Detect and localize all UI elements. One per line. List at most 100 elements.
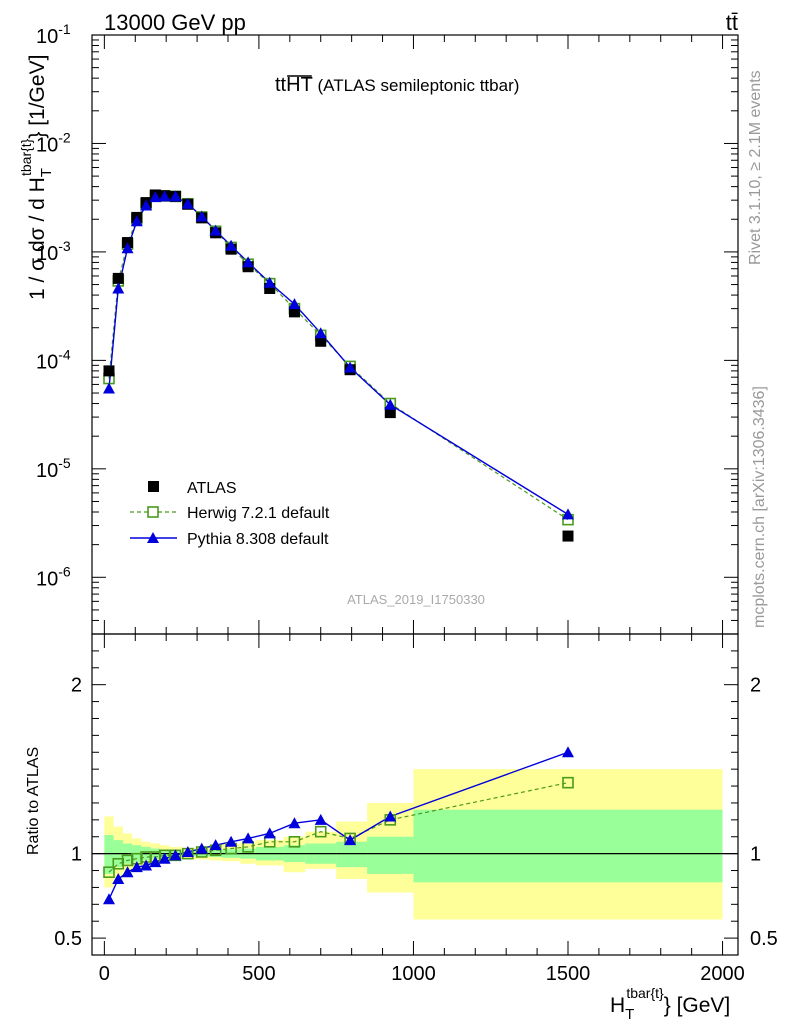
ratio-y-tick-label: 0.5 <box>54 928 82 950</box>
pythia-point <box>140 199 153 211</box>
pythia-point <box>314 327 327 339</box>
lower-y-axis-label: Ratio to ATLAS <box>25 747 42 855</box>
herwig-ratio-line <box>108 782 569 873</box>
atlas-point <box>562 530 574 542</box>
energy-label: 13000 GeV pp <box>104 10 246 35</box>
pythia-point <box>130 215 143 227</box>
herwig-ratio-point <box>562 776 574 789</box>
upper-y-axis-label: 1 / σ dσ / d HTtbar{t}} [1/GeV] <box>18 55 55 300</box>
legend-label-atlas: ATLAS <box>187 480 237 497</box>
y-tick-label: 10-4 <box>36 346 71 373</box>
pythia-ratio-point <box>158 852 171 864</box>
ratio-y-tick-label-right: 1 <box>750 844 761 866</box>
pythia-ratio-point <box>314 813 327 825</box>
atlas-point <box>103 365 115 377</box>
pythia-point <box>158 190 171 202</box>
pythia-point <box>112 282 125 294</box>
pythia-ratio-point <box>344 834 357 846</box>
ylabel-post: } [1/GeV] <box>26 55 49 139</box>
atlas-point <box>112 272 124 284</box>
y-tick-label: 10-2 <box>36 129 71 156</box>
x-tick-label: 0 <box>99 963 110 985</box>
pythia-point <box>195 210 208 222</box>
legend-item-herwig: Herwig 7.2.1 default <box>130 505 330 522</box>
pythia-point <box>384 398 397 410</box>
pythia-ratio-point <box>562 746 574 758</box>
pythia-ratio-point <box>384 810 397 822</box>
atlas-point <box>384 407 396 419</box>
pythia-point <box>242 256 255 268</box>
x-tick-label: 2000 <box>700 963 745 985</box>
herwig-line <box>108 195 569 521</box>
pythia-ratio-point <box>130 861 143 873</box>
legend: ATLAS Herwig 7.2.1 default Pythia 8.308 … <box>130 480 330 548</box>
title-over: HT <box>286 74 313 96</box>
svg-text:ttHT (ATLAS semileptonic ttbar: ttHT (ATLAS semileptonic ttbar) <box>275 74 519 96</box>
x-axis-label: HTtbar{t}} [GeV] <box>610 985 730 1023</box>
pythia-point <box>263 276 276 288</box>
analysis-id: ATLAS_2019_I1750330 <box>347 592 485 607</box>
x-tick-label: 1500 <box>546 963 591 985</box>
atlas-point <box>264 282 276 294</box>
pythia-ratio-point <box>149 856 162 868</box>
pythia-point <box>181 197 194 209</box>
x-tick-label: 1000 <box>391 963 436 985</box>
legend-label-pythia: Pythia 8.308 default <box>187 531 329 548</box>
xlabel-pre: H <box>610 994 625 1017</box>
ylabel-sub: T <box>38 168 55 177</box>
ylabel-pre: 1 / σ dσ / d H <box>26 177 49 300</box>
ratio-y-tick-label-right: 0.5 <box>750 928 778 950</box>
lower-frame <box>91 633 739 956</box>
title-rest: (ATLAS semileptonic ttbar) <box>313 76 520 95</box>
legend-marker-pythia <box>147 532 159 543</box>
pythia-ratio-point <box>112 872 125 884</box>
y-tick-label: 10-1 <box>36 21 71 48</box>
pythia-point <box>562 508 574 520</box>
pythia-ratio-point <box>225 835 238 847</box>
y-tick-label: 10-6 <box>36 563 71 590</box>
band-inner <box>367 836 414 874</box>
pythia-point <box>209 224 222 236</box>
title-main: tt <box>275 74 287 96</box>
y-tick-label: 10-3 <box>36 238 71 265</box>
band-inner <box>413 809 723 883</box>
legend-label-herwig: Herwig 7.2.1 default <box>187 505 330 522</box>
pythia-point <box>169 190 182 202</box>
ratio-y-tick-label-right: 2 <box>750 675 761 697</box>
pythia-ratio-point <box>263 827 276 839</box>
ratio-y-tick-label: 1 <box>71 844 82 866</box>
pythia-point <box>344 361 357 373</box>
xlabel-sub: T <box>625 1006 634 1023</box>
pythia-ratio-point <box>242 832 255 844</box>
ratio-y-tick-label: 2 <box>71 675 82 697</box>
plot-title: ttHT (ATLAS semileptonic ttbar) <box>275 74 519 96</box>
herwig-ratio-point <box>314 825 327 838</box>
process-label: tt̄ <box>726 10 738 35</box>
pythia-point <box>149 191 162 203</box>
pythia-line <box>108 195 569 516</box>
herwig-ratio-point <box>103 866 115 879</box>
pythia-point <box>225 239 238 251</box>
ylabel-sup: tbar{t} <box>18 138 34 176</box>
x-tick-label: 500 <box>242 963 275 985</box>
band-inner <box>104 835 114 874</box>
pythia-ratio-point <box>103 893 115 905</box>
herwig-ratio-point <box>288 836 301 848</box>
pythia-ratio-point <box>140 859 153 871</box>
pythia-ratio-point <box>121 866 134 878</box>
pythia-ratio-point <box>209 839 222 851</box>
y-tick-label: 10-5 <box>36 455 71 482</box>
pythia-point <box>103 382 115 394</box>
pythia-ratio-point <box>195 842 208 854</box>
pythia-ratio-point <box>288 817 301 829</box>
legend-item-pythia: Pythia 8.308 default <box>130 531 329 548</box>
rivet-version-label: Rivet 3.1.10, ≥ 2.1M events <box>747 70 764 265</box>
pythia-point <box>288 298 301 310</box>
atlas-point <box>288 306 300 318</box>
band-inner <box>336 841 368 868</box>
legend-marker-atlas <box>148 481 159 492</box>
xlabel-post: } [GeV] <box>664 994 731 1017</box>
source-label: mcplots.cern.ch [arXiv:1306.3436] <box>751 386 768 628</box>
pythia-ratio-point <box>181 845 194 857</box>
